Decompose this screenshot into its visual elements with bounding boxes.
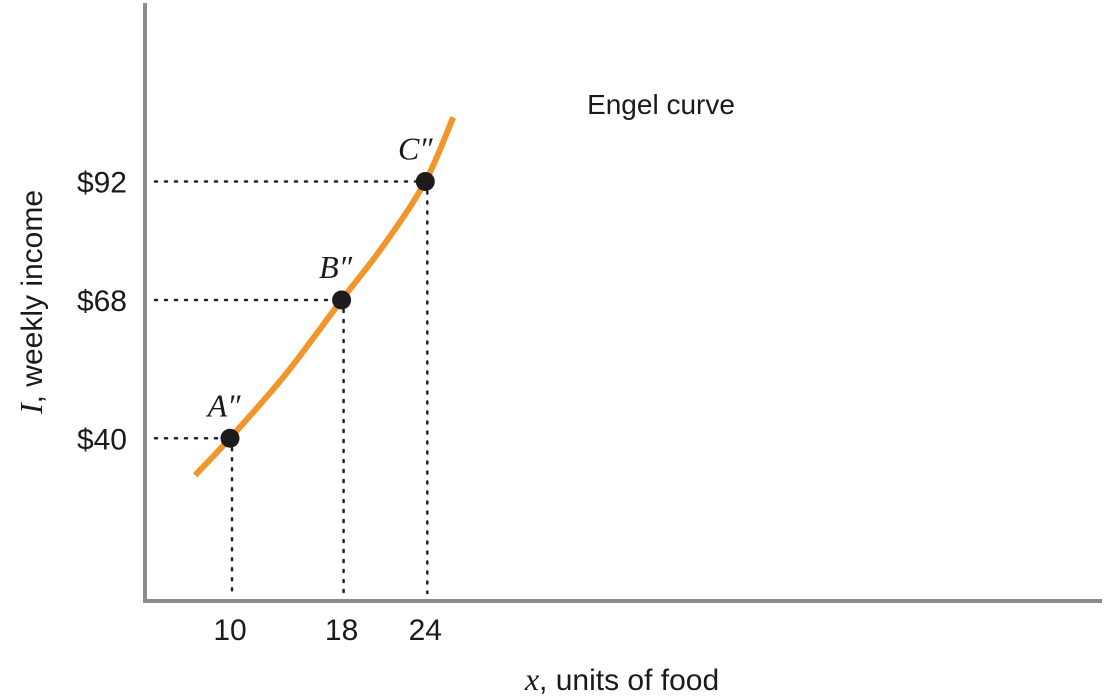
x-tick-24: 24 <box>409 614 442 647</box>
point-label-b: B″ <box>319 249 353 285</box>
x-tick-10: 10 <box>213 614 246 647</box>
x-axis-text: , units of food <box>539 664 719 697</box>
y-axis-text: , weekly income <box>16 190 49 403</box>
data-points: A″ B″ C″ <box>206 131 435 448</box>
x-tick-18: 18 <box>325 614 358 647</box>
point-c <box>415 172 435 191</box>
point-b <box>332 290 352 310</box>
dotted-guides <box>153 180 429 595</box>
point-label-c: C″ <box>398 131 433 167</box>
y-tick-40: $40 <box>77 423 127 456</box>
point-label-a: A″ <box>206 387 242 423</box>
y-tick-92: $92 <box>77 167 127 200</box>
x-axis-title: x, units of food <box>524 661 719 697</box>
x-axis-variable: x <box>524 661 539 697</box>
y-tick-68: $68 <box>77 285 127 318</box>
y-axis-variable: I <box>13 402 49 415</box>
curve-label: Engel curve <box>587 89 735 120</box>
point-a <box>220 428 240 448</box>
y-axis-title: I, weekly income <box>13 190 49 415</box>
y-tick-labels: $40 $68 $92 <box>77 167 127 457</box>
x-tick-labels: 10 18 24 <box>213 614 442 647</box>
